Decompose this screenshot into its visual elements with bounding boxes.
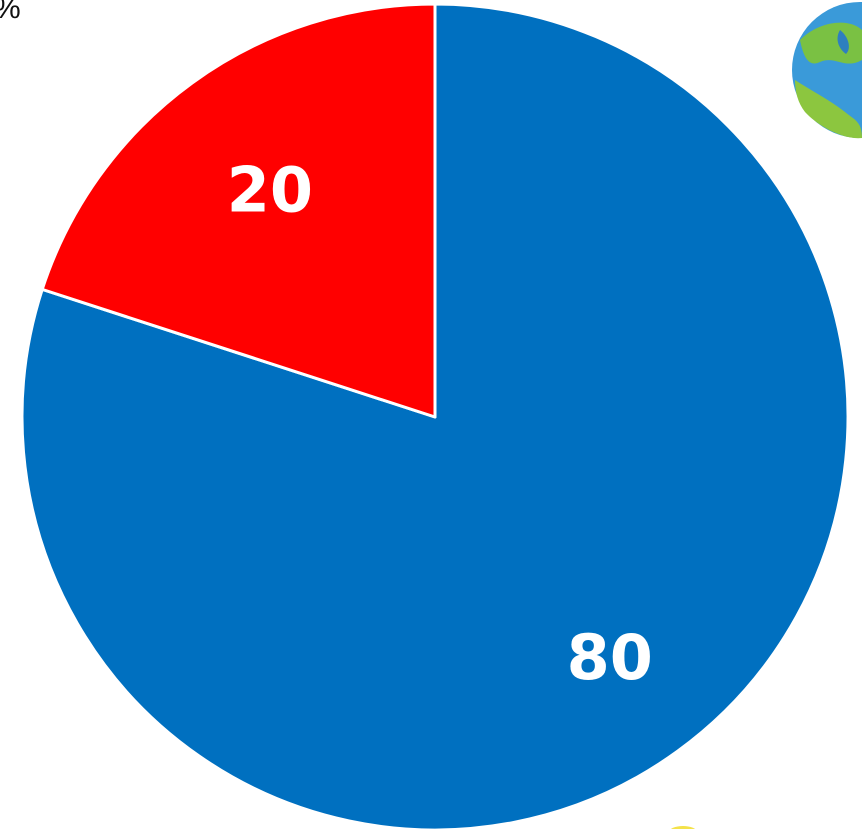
pie-slice-20	[40, 2, 437, 419]
pie-slice-80	[20, 2, 850, 829]
yellow-circle-icon	[670, 826, 696, 829]
data-label-20: 20	[227, 153, 313, 226]
globe-icon	[792, 2, 862, 139]
pie-data-labels: 80 20	[227, 153, 653, 694]
percent-mark: %	[0, 0, 21, 24]
data-label-80: 80	[567, 621, 653, 694]
pie-slices	[20, 2, 850, 829]
